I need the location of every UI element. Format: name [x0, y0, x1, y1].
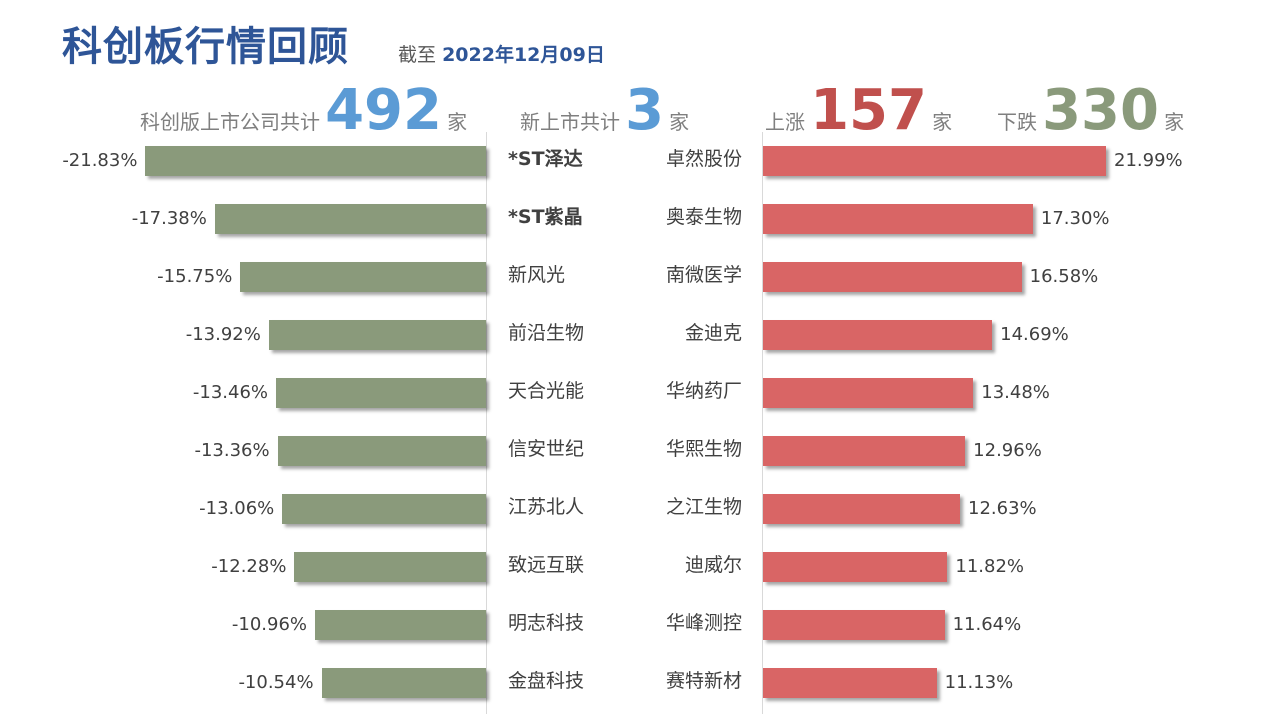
decline-bar [145, 146, 486, 176]
gain-value-label: 12.96% [973, 440, 1042, 461]
stat-new-label: 新上市共计 [520, 110, 620, 134]
stat-new: 新上市共计 3 家 [520, 78, 690, 143]
decline-value-label: -10.96% [231, 614, 308, 635]
divider-right [762, 132, 763, 714]
decline-value-label: -10.54% [238, 672, 314, 693]
gain-value-label: 21.99% [1114, 150, 1183, 171]
as-of-date-value: 2022年12月09日 [442, 44, 605, 66]
decline-stock-name: 天合光能 [508, 380, 585, 402]
stat-down-unit: 家 [1164, 110, 1185, 134]
gain-bar [763, 610, 945, 640]
decline-bar [214, 204, 486, 234]
gain-stock-name: 华峰测控 [665, 612, 742, 634]
stat-listed: 科创版上市公司共计 492 家 [140, 78, 468, 143]
gain-stock-name: 奥泰生物 [665, 206, 742, 228]
gain-stock-name: 赛特新材 [665, 670, 742, 692]
decline-bar [315, 610, 486, 640]
decline-stock-name: 金盘科技 [508, 670, 585, 692]
decline-bar [277, 436, 486, 466]
decline-value-label: -17.38% [131, 208, 207, 229]
stat-listed-value: 492 [325, 78, 442, 143]
decline-stock-name: 信安世纪 [508, 438, 585, 460]
gain-value-label: 11.64% [952, 614, 1022, 635]
decline-bar [282, 494, 486, 524]
gain-value-label: 13.48% [981, 382, 1050, 403]
gain-bar [763, 262, 1022, 292]
gain-stock-name: 迪威尔 [684, 554, 742, 576]
gain-bar [763, 436, 966, 466]
stat-down: 下跌 330 家 [997, 78, 1185, 143]
gain-bar [763, 668, 937, 698]
stat-up-label: 上涨 [765, 110, 805, 134]
stat-down-label: 下跌 [997, 110, 1037, 134]
gain-bar [763, 494, 961, 524]
decline-bar [240, 262, 486, 292]
gain-bar [763, 146, 1107, 176]
gain-bar [763, 320, 993, 350]
gain-stock-name: 之江生物 [665, 496, 742, 518]
stat-new-value: 3 [625, 78, 665, 143]
gain-stock-name: 华纳药厂 [665, 380, 742, 402]
page-title: 科创板行情回顾 [62, 24, 349, 70]
decline-stock-name: 新风光 [508, 264, 566, 286]
stat-listed-unit: 家 [447, 110, 468, 134]
divider-left [486, 132, 487, 714]
decline-value-label: -15.75% [157, 266, 233, 287]
gain-stock-name: 华熙生物 [665, 438, 742, 460]
gain-bar [763, 204, 1033, 234]
decline-stock-name: 明志科技 [508, 612, 585, 634]
gain-value-label: 12.63% [968, 498, 1037, 519]
stat-down-value: 330 [1042, 78, 1159, 143]
gain-stock-name: 金迪克 [684, 322, 742, 344]
gain-bar [763, 378, 974, 408]
decline-value-label: -21.83% [62, 150, 138, 171]
gain-bar [763, 552, 948, 582]
decline-stock-name: 致远互联 [508, 554, 585, 576]
decline-value-label: -13.46% [192, 382, 269, 403]
decline-bar [276, 378, 486, 408]
as-of-label: 截至 [398, 44, 437, 66]
gain-value-label: 11.82% [955, 556, 1025, 577]
gain-value-label: 14.69% [1000, 324, 1069, 345]
decline-value-label: -13.06% [199, 498, 275, 519]
gain-value-label: 17.30% [1040, 208, 1110, 229]
gain-stock-name: 卓然股份 [665, 148, 742, 170]
as-of-date: 截至 2022年12月09日 [398, 40, 605, 67]
decline-bar [321, 668, 486, 698]
decline-stock-name: 江苏北人 [508, 496, 585, 518]
stat-up-value: 157 [810, 78, 927, 143]
stat-listed-label: 科创版上市公司共计 [140, 110, 320, 134]
stat-up: 上涨 157 家 [765, 78, 953, 143]
decline-stock-name: *ST紫晶 [508, 206, 583, 228]
gain-stock-name: 南微医学 [665, 264, 742, 286]
decline-value-label: -13.92% [185, 324, 261, 345]
decline-stock-name: 前沿生物 [508, 322, 585, 344]
decline-value-label: -12.28% [211, 556, 287, 577]
decline-value-label: -13.36% [194, 440, 270, 461]
decline-bar [268, 320, 486, 350]
gain-value-label: 11.13% [944, 672, 1014, 693]
stat-new-unit: 家 [669, 110, 690, 134]
gain-value-label: 16.58% [1029, 266, 1099, 287]
stat-up-unit: 家 [932, 110, 953, 134]
decline-stock-name: *ST泽达 [508, 148, 583, 170]
decline-bar [294, 552, 486, 582]
